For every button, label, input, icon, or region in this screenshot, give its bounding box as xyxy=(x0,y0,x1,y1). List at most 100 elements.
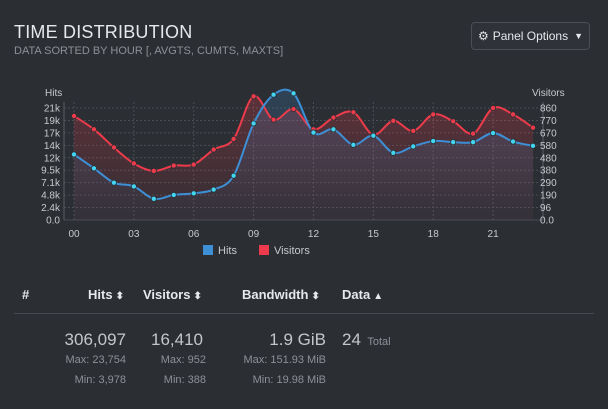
right-tick-label: 190 xyxy=(540,191,557,202)
visitors-min: Min: 388 xyxy=(163,374,206,386)
legend-item-visitors[interactable]: Visitors xyxy=(258,245,310,257)
right-tick-label: 290 xyxy=(540,178,557,189)
data-point-visitors[interactable] xyxy=(530,124,537,131)
data-point-hits[interactable] xyxy=(450,139,457,146)
data-point-visitors[interactable] xyxy=(430,111,437,118)
data-point-hits[interactable] xyxy=(290,90,297,97)
data-point-visitors[interactable] xyxy=(270,116,277,123)
panel-options-label: Panel Options xyxy=(492,29,569,43)
column-header-data[interactable]: Data ▲ xyxy=(342,287,384,302)
chart-points xyxy=(71,90,537,202)
table-divider xyxy=(14,313,594,314)
column-header-visitors[interactable]: Visitors ⬍ xyxy=(143,287,202,302)
x-tick-label: 12 xyxy=(308,229,320,240)
data-point-hits[interactable] xyxy=(470,139,477,146)
left-axis-label: Hits xyxy=(45,88,62,99)
data-point-visitors[interactable] xyxy=(150,167,157,174)
data-point-hits[interactable] xyxy=(150,195,157,202)
data-point-hits[interactable] xyxy=(530,142,537,149)
left-tick-label: 21k xyxy=(44,104,61,115)
x-tick-label: 00 xyxy=(68,229,80,240)
column-header-bandwidth[interactable]: Bandwidth ⬍ xyxy=(242,287,320,302)
left-tick-label: 4.8k xyxy=(41,191,61,202)
right-tick-label: 480 xyxy=(540,153,557,164)
gear-icon: ⚙ xyxy=(477,29,489,43)
sort-icon: ⬍ xyxy=(115,291,124,302)
data-point-hits[interactable] xyxy=(90,165,97,172)
left-tick-label: 2.4k xyxy=(41,203,61,214)
data-point-hits[interactable] xyxy=(170,191,177,198)
data-point-hits[interactable] xyxy=(390,149,397,156)
x-tick-label: 03 xyxy=(128,229,140,240)
data-point-visitors[interactable] xyxy=(490,105,497,112)
data-point-hits[interactable] xyxy=(370,132,377,139)
time-distribution-chart: Hits Visitors 21k 860 19k 770 17k 670 14k 580 12… xyxy=(41,88,565,241)
x-tick-label: 21 xyxy=(488,229,500,240)
right-tick-label: 96 xyxy=(540,203,552,214)
column-header-index: # xyxy=(22,287,30,302)
chart-ticks: 21k 860 19k 770 17k 670 14k 580 12k 480 9.5k 380 7.1… xyxy=(41,104,557,241)
hits-min: Min: 3,978 xyxy=(74,374,126,386)
data-point-visitors[interactable] xyxy=(330,114,337,121)
data-point-hits[interactable] xyxy=(430,138,437,145)
chart-legend: Hits Visitors xyxy=(203,245,310,257)
data-point-hits[interactable] xyxy=(510,138,517,145)
data-point-hits[interactable] xyxy=(410,143,417,150)
data-point-hits[interactable] xyxy=(310,129,317,136)
right-tick-label: 380 xyxy=(540,166,557,177)
left-tick-label: 0.0 xyxy=(46,216,60,227)
left-tick-label: 9.5k xyxy=(41,166,61,177)
data-point-visitors[interactable] xyxy=(170,162,177,169)
data-point-hits[interactable] xyxy=(71,151,78,158)
data-point-hits[interactable] xyxy=(350,141,357,148)
data-point-hits[interactable] xyxy=(130,183,137,190)
visitors-max: Max: 952 xyxy=(160,354,206,366)
bandwidth-total: 1.9 GiB xyxy=(269,330,326,349)
data-point-visitors[interactable] xyxy=(250,93,257,100)
x-tick-label: 15 xyxy=(368,229,380,240)
data-point-visitors[interactable] xyxy=(130,160,137,167)
data-point-hits[interactable] xyxy=(210,186,217,193)
x-tick-label: 06 xyxy=(188,229,200,240)
data-point-hits[interactable] xyxy=(270,91,277,98)
left-tick-label: 12k xyxy=(44,153,61,164)
data-point-visitors[interactable] xyxy=(450,118,457,125)
caret-down-icon: ▼ xyxy=(574,31,584,41)
sort-icon: ⬍ xyxy=(311,291,320,302)
data-point-hits[interactable] xyxy=(230,172,237,179)
legend-item-hits[interactable]: Hits xyxy=(203,245,237,257)
series-area-hits xyxy=(74,89,533,220)
data-point-visitors[interactable] xyxy=(230,135,237,142)
data-point-visitors[interactable] xyxy=(210,146,217,153)
bandwidth-max: Max: 151.93 MiB xyxy=(243,354,326,366)
chart-areas xyxy=(74,89,533,220)
x-tick-label: 09 xyxy=(248,229,260,240)
data-point-visitors[interactable] xyxy=(510,111,517,118)
data-point-visitors[interactable] xyxy=(350,109,357,116)
data-point-visitors[interactable] xyxy=(290,106,297,113)
left-tick-label: 7.1k xyxy=(41,178,61,189)
right-tick-label: 0.0 xyxy=(540,216,554,227)
data-point-visitors[interactable] xyxy=(110,144,117,151)
right-tick-label: 580 xyxy=(540,141,557,152)
panel-subtitle: DATA SORTED BY HOUR [, AVGTS, CUMTS, MAX… xyxy=(14,45,284,57)
bandwidth-min: Min: 19.98 MiB xyxy=(252,374,326,386)
data-point-visitors[interactable] xyxy=(190,161,197,168)
data-point-visitors[interactable] xyxy=(90,126,97,133)
data-point-hits[interactable] xyxy=(490,130,497,137)
data-point-visitors[interactable] xyxy=(71,113,78,120)
right-tick-label: 860 xyxy=(540,104,557,115)
data-total: 24 Total xyxy=(342,330,391,349)
column-header-hits[interactable]: Hits ⬍ xyxy=(88,287,124,302)
data-point-visitors[interactable] xyxy=(390,117,397,124)
data-point-hits[interactable] xyxy=(250,120,257,127)
data-point-hits[interactable] xyxy=(330,126,337,133)
data-point-hits[interactable] xyxy=(110,179,117,186)
data-point-hits[interactable] xyxy=(190,190,197,197)
right-axis-label: Visitors xyxy=(532,88,565,99)
data-point-visitors[interactable] xyxy=(410,127,417,134)
data-point-visitors[interactable] xyxy=(470,130,477,137)
panel-options-button[interactable]: ⚙ Panel Options ▼ xyxy=(471,22,590,50)
left-tick-label: 17k xyxy=(44,128,61,139)
table-header: # Hits ⬍ Visitors ⬍ Bandwidth ⬍ Data ▲ xyxy=(0,287,608,305)
